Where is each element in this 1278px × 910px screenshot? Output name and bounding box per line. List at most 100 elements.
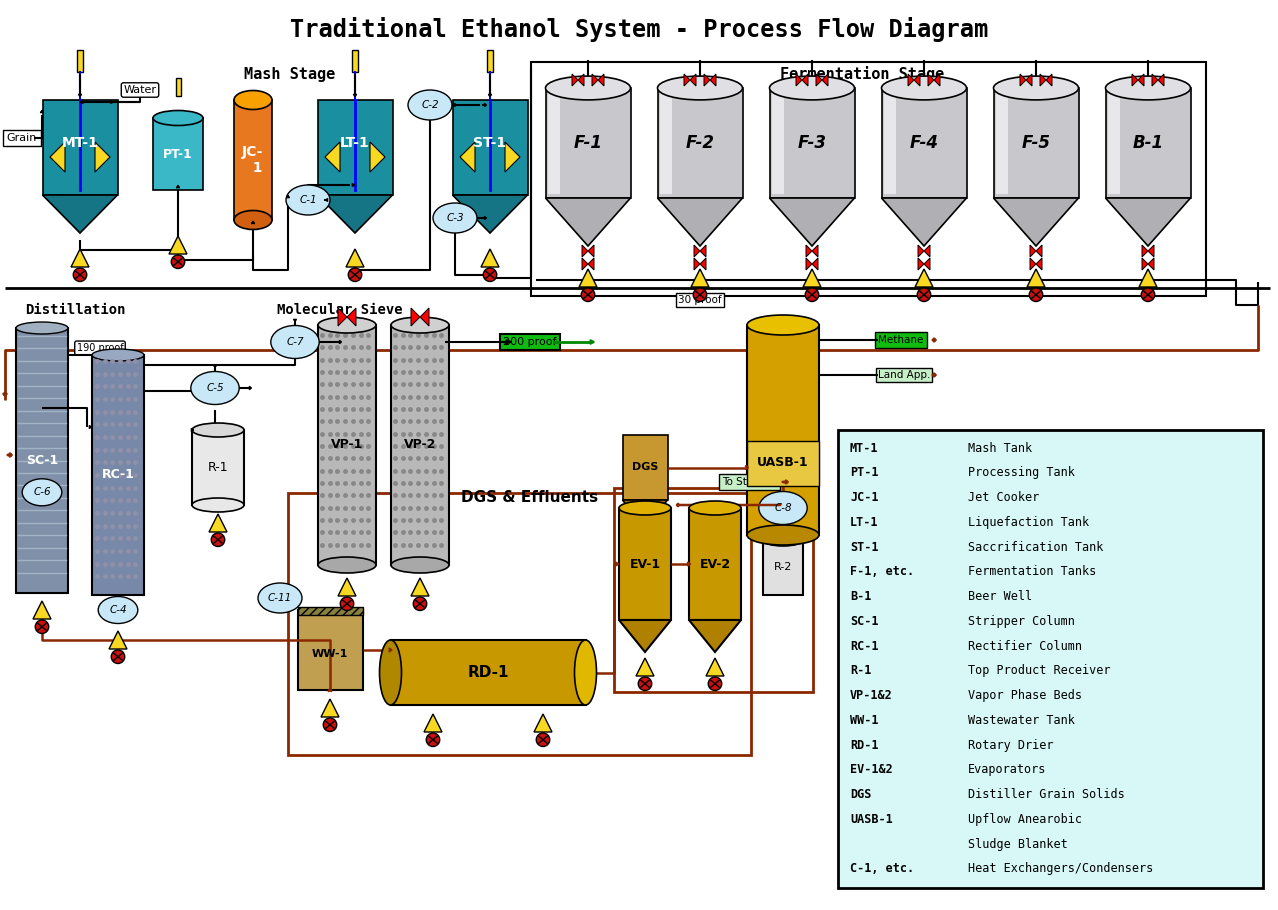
Bar <box>838 430 1263 888</box>
Ellipse shape <box>380 640 401 705</box>
Text: EV-1&2: EV-1&2 <box>850 763 893 776</box>
Text: VP-1: VP-1 <box>331 439 363 451</box>
Bar <box>234 100 272 220</box>
Text: Land App.: Land App. <box>878 370 930 380</box>
Polygon shape <box>691 269 709 287</box>
Polygon shape <box>598 74 604 86</box>
Polygon shape <box>42 100 118 195</box>
Text: VP-1&2: VP-1&2 <box>850 689 893 703</box>
Circle shape <box>413 597 427 611</box>
Polygon shape <box>317 100 392 195</box>
Text: Wastewater Tank: Wastewater Tank <box>967 713 1075 727</box>
Bar <box>318 325 376 565</box>
Polygon shape <box>915 269 933 287</box>
Polygon shape <box>1148 258 1154 270</box>
Text: RD-1: RD-1 <box>468 665 509 680</box>
Polygon shape <box>803 74 808 86</box>
Ellipse shape <box>192 498 244 512</box>
Text: LT-1: LT-1 <box>850 516 878 529</box>
Circle shape <box>73 268 87 281</box>
Bar <box>748 440 819 486</box>
Polygon shape <box>657 88 743 198</box>
Text: WW-1: WW-1 <box>312 649 348 659</box>
Polygon shape <box>636 658 654 676</box>
Polygon shape <box>815 74 822 86</box>
Text: UASB-1: UASB-1 <box>757 457 809 470</box>
Text: Sludge Blanket: Sludge Blanket <box>967 837 1067 851</box>
Ellipse shape <box>234 210 272 229</box>
Polygon shape <box>481 249 498 267</box>
Bar <box>176 78 181 96</box>
Polygon shape <box>412 578 429 596</box>
Text: MT-1: MT-1 <box>850 441 878 454</box>
Text: C-1: C-1 <box>299 195 317 205</box>
Polygon shape <box>424 714 442 732</box>
Text: C-7: C-7 <box>286 337 304 347</box>
Circle shape <box>1141 288 1155 301</box>
Bar <box>391 640 585 705</box>
Text: DGS: DGS <box>631 462 658 472</box>
Text: SC-1: SC-1 <box>850 615 878 628</box>
Text: Stripper Column: Stripper Column <box>967 615 1075 628</box>
Bar <box>613 488 813 692</box>
Text: RD-1: RD-1 <box>850 739 878 752</box>
Polygon shape <box>806 258 812 270</box>
Polygon shape <box>1020 74 1026 86</box>
Polygon shape <box>924 258 930 270</box>
Polygon shape <box>412 308 420 326</box>
Text: F-1: F-1 <box>574 134 602 152</box>
Text: 200 proof: 200 proof <box>504 337 557 347</box>
Ellipse shape <box>17 322 68 334</box>
Text: SC-1: SC-1 <box>26 454 58 467</box>
Ellipse shape <box>993 76 1079 100</box>
Bar <box>77 50 83 72</box>
Bar <box>763 540 803 595</box>
Ellipse shape <box>391 317 449 333</box>
Polygon shape <box>337 308 348 326</box>
Bar <box>17 328 68 593</box>
Polygon shape <box>578 74 584 86</box>
Circle shape <box>483 268 497 281</box>
Bar <box>689 508 741 620</box>
Polygon shape <box>928 74 934 86</box>
Text: F-3: F-3 <box>797 134 827 152</box>
Circle shape <box>171 255 185 268</box>
Text: Evaporators: Evaporators <box>967 763 1047 776</box>
Text: RC-1: RC-1 <box>850 640 878 652</box>
Ellipse shape <box>92 349 144 361</box>
Bar <box>748 325 819 535</box>
Polygon shape <box>700 258 705 270</box>
Text: UASB-1: UASB-1 <box>850 813 893 826</box>
Polygon shape <box>72 249 89 267</box>
Bar <box>288 493 751 755</box>
Text: Fermentation Tanks: Fermentation Tanks <box>967 565 1097 578</box>
Polygon shape <box>1151 74 1158 86</box>
Text: F-4: F-4 <box>910 134 938 152</box>
Ellipse shape <box>433 203 477 233</box>
Polygon shape <box>622 500 667 528</box>
Text: Rectifier Column: Rectifier Column <box>967 640 1082 652</box>
Text: LT-1: LT-1 <box>340 136 369 150</box>
Circle shape <box>111 650 125 663</box>
Polygon shape <box>573 74 578 86</box>
Polygon shape <box>934 74 941 86</box>
Polygon shape <box>1105 88 1191 198</box>
Circle shape <box>537 733 550 746</box>
Ellipse shape <box>575 640 597 705</box>
Text: Grain: Grain <box>6 133 37 143</box>
Circle shape <box>348 268 362 281</box>
Ellipse shape <box>192 423 244 437</box>
Ellipse shape <box>769 76 855 100</box>
Text: C-4: C-4 <box>109 605 127 615</box>
Bar <box>659 92 672 194</box>
Bar <box>883 92 896 194</box>
Ellipse shape <box>882 76 966 100</box>
Polygon shape <box>588 258 594 270</box>
Circle shape <box>638 677 652 691</box>
Ellipse shape <box>408 90 452 120</box>
Polygon shape <box>346 249 364 267</box>
Text: ST-1: ST-1 <box>850 541 878 553</box>
Polygon shape <box>1143 245 1148 257</box>
Polygon shape <box>95 142 110 172</box>
Polygon shape <box>579 269 597 287</box>
